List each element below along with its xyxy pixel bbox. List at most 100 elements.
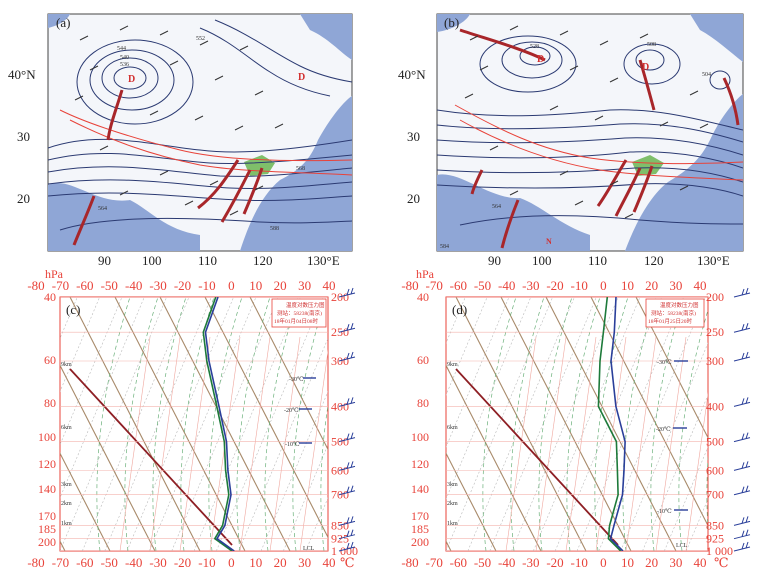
map-b-lon-label-130: 130°E [697, 253, 730, 268]
skewt-d-top-temp-tick: -70 [425, 278, 442, 293]
skewt-c-moist-adiabat [349, 297, 382, 551]
skewt-c-profile-blue [204, 297, 235, 551]
skewt-d-wind-barb [733, 351, 751, 362]
skewt-d-isotherm-line [664, 446, 708, 551]
skewt-d-top-temp-tick: 40 [694, 278, 707, 293]
skewt-c-mixing-ratio-line [299, 349, 328, 551]
map-a-lat-label-20: 20 [17, 191, 30, 206]
skewt-c-top-temp-tick: 20 [274, 278, 287, 293]
skewt-d-height-6km: 6km [447, 425, 458, 431]
skewt-c-moist-adiabat [208, 297, 243, 551]
skewt-d-moist-adiabat [735, 297, 768, 551]
skewt-c-bottom-temp-tick: -70 [52, 555, 69, 570]
skewt-c-info-box [271, 298, 327, 328]
skewt-d-mixing-ratio-line [655, 336, 687, 551]
skewt-d-bottom-temp-tick: 20 [645, 555, 658, 570]
skewt-c-isotherm-label-minus20: -20℃ [284, 407, 299, 414]
skewt-d-wind-barb [733, 529, 751, 540]
map-b-contour-label-528: 528 [530, 44, 539, 50]
skewt-d-info-title: 温度对数压力图 [660, 301, 699, 309]
skewt-d-dry-adiabat [455, 297, 587, 551]
skewt-d-bottom-temp-tick: -20 [546, 555, 563, 570]
skewt-d-wind-barb [733, 287, 751, 298]
skewt-d-mixing-ratio-line [565, 336, 597, 551]
skewt-c-top-temp-tick: -80 [27, 278, 44, 293]
skewt-d-right-tick: 200 [706, 290, 724, 304]
skewt-c-bottom-temp-tick: -80 [27, 555, 44, 570]
skewt-d-wind-barb [733, 541, 751, 552]
skewt-c-moist-adiabat [236, 297, 271, 551]
skewt-d-isotherm-line [685, 498, 708, 551]
skewt-d-top-temp-tick: -30 [522, 278, 539, 293]
skewt-d-right-tick: 925 [706, 532, 724, 546]
skewt-d-right-tick: 850 [706, 518, 724, 532]
skewt-d-bottom-temp-tick: -40 [498, 555, 515, 570]
skewt-d-bottom-temp-tick: 30 [669, 555, 682, 570]
map-b-wind-barbs [464, 25, 709, 219]
map-b-lon-label-120: 120 [644, 253, 664, 268]
skewt-d-right-tick: 250 [706, 325, 724, 339]
skewt-c-height-6km: 6km [61, 425, 72, 431]
skewt-d-mixing-ratio-line [595, 336, 627, 551]
skewt-d-isotherm-line [446, 297, 532, 500]
map-b-contour-label-504: 504 [702, 72, 711, 78]
skewt-d-left-tick: 80 [417, 396, 429, 410]
skewt-d-lcl-label: LCL [676, 543, 688, 549]
skewt-c-lcl-label: LCL [303, 546, 315, 552]
skewt-c-dry-adiabat [60, 364, 156, 551]
skewt-d-height-2km: 2km [447, 501, 458, 507]
skewt-c-top-temp-tick: -10 [198, 278, 215, 293]
skewt-d-isotherm-line [511, 297, 619, 551]
skewt-d-left-tick: 40 [417, 290, 429, 304]
skewt-d-left-tick: 60 [417, 353, 429, 367]
skewt-c-isotherm-line [238, 337, 328, 551]
skewt-d-height-3km: 3km [447, 482, 458, 488]
skewt-d-mixing-ratio-line [685, 391, 708, 551]
skewt-c-bottom-temp-tick: 30 [298, 555, 311, 570]
skewt-c-left-tick: 200 [38, 535, 56, 549]
skewt-d-isotherm-line [446, 297, 553, 551]
skewt-c-wind-barb [338, 351, 356, 362]
skewt-c-left-tick: 100 [38, 430, 56, 444]
skewt-d-left-tick: 185 [411, 522, 429, 536]
map-b-lat-label-30: 30 [407, 129, 420, 144]
skewt-d-top-temp-tick: 10 [621, 278, 634, 293]
skewt-c-mixing-ratio-line [239, 336, 271, 551]
map-b-extra-label: N [546, 237, 552, 246]
skewt-d-dry-adiabat [545, 297, 677, 551]
map-a-troughs [72, 89, 264, 246]
skewt-c-isotherm-line [283, 443, 328, 551]
skewt-c-bottom-temp-tick: -30 [149, 555, 166, 570]
map-b-contour-label-508: 508 [647, 42, 656, 48]
map-b-lon-label-110: 110 [588, 253, 607, 268]
skewt-c-isotherm-line [82, 297, 190, 551]
skewt-d-background-lines [446, 297, 768, 551]
skewt-d-bottom-temp-tick: -80 [401, 555, 418, 570]
skewt-c-left-tick: 80 [44, 396, 56, 410]
skewt-d-bottom-temp-tick: -50 [474, 555, 491, 570]
skewt-d-moist-adiabat [678, 308, 708, 551]
skewt-c-left-tick: 40 [44, 290, 56, 304]
skewt-d-left-tick: 140 [411, 482, 429, 496]
skewt-d-top-temp-tick: -80 [401, 278, 418, 293]
map-a-contour-label-536: 536 [120, 62, 129, 68]
skewt-c-isotherm-label-minus30: -30℃ [289, 376, 304, 383]
skewt-c-isotherm-line [305, 497, 328, 551]
skewt-c-mixing-ratio-line [149, 336, 181, 551]
skewt-c-dry-adiabat [249, 297, 328, 451]
skewt-c-isotherm-label-minus10: -10℃ [285, 441, 300, 448]
skewt-d-isotherm-line [446, 297, 466, 344]
map-a-contour-label-588: 588 [270, 226, 279, 232]
skewt-d-top-temp-tick: -60 [450, 278, 467, 293]
skewt-d-right-tick: 300 [706, 354, 724, 368]
skewt-c-mixing-ratio-line [269, 336, 301, 551]
skewt-c-top-temp-tick: -20 [174, 278, 191, 293]
skewt-c-isotherm-line [60, 297, 145, 499]
skewt-d-bottom-temp-tick: -30 [522, 555, 539, 570]
skewt-c-top-temp-tick: -30 [149, 278, 166, 293]
skewt-d-bottom-temp-tick: -10 [570, 555, 587, 570]
skewt-d-top-temp-tick: 30 [669, 278, 682, 293]
map-b-contour-label-564: 564 [492, 204, 501, 210]
skewt-c-moist-adiabat [96, 297, 131, 551]
